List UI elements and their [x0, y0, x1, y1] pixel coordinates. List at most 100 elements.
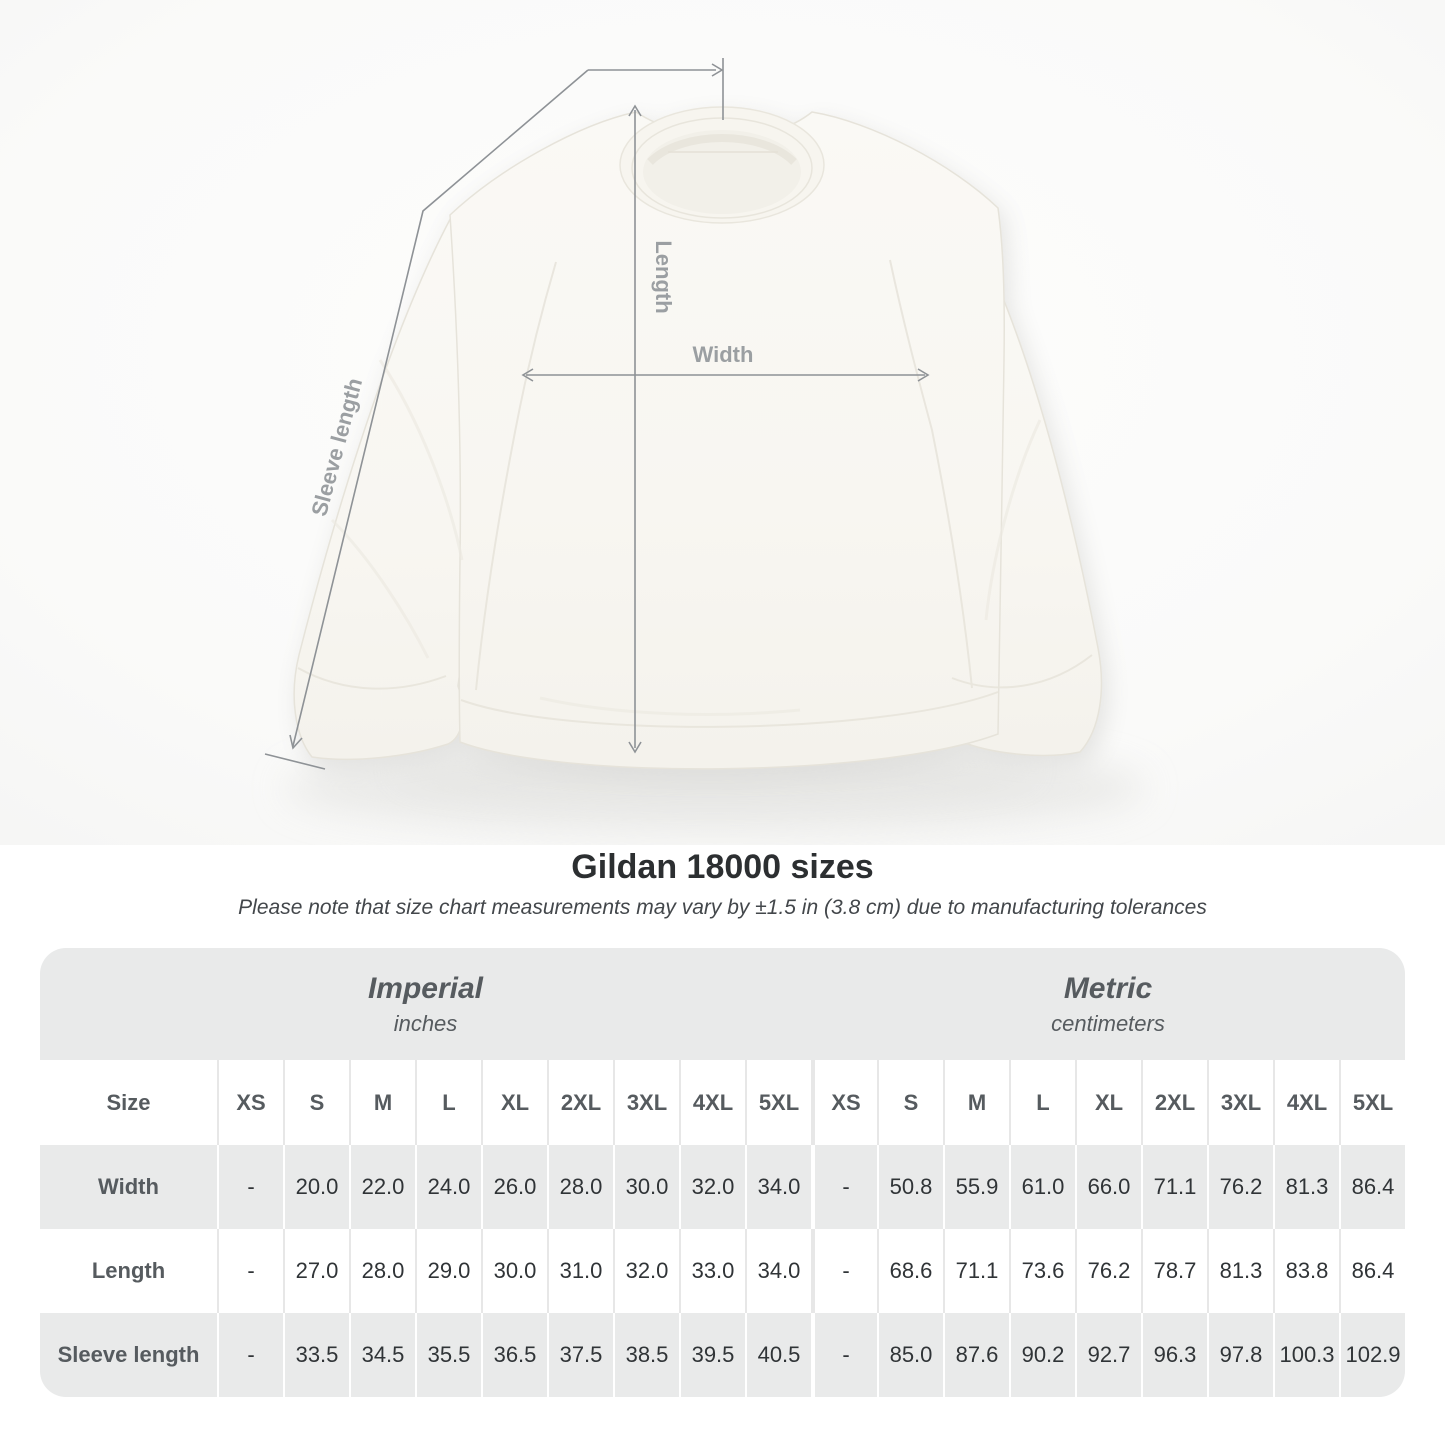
value-cell: -	[811, 1313, 877, 1397]
measurement-lines	[264, 58, 930, 770]
value-cell: 86.4	[1339, 1145, 1405, 1229]
value-cell: 55.9	[943, 1145, 1009, 1229]
size-col-header: 3XL	[1207, 1060, 1273, 1145]
value-cell: 73.6	[1009, 1229, 1075, 1313]
value-cell: 71.1	[1141, 1145, 1207, 1229]
metric-band: Metric centimeters	[811, 948, 1405, 1060]
value-cell: 68.6	[877, 1229, 943, 1313]
body-panel	[449, 111, 1005, 770]
value-cell: 50.8	[877, 1145, 943, 1229]
size-col-header: 4XL	[679, 1060, 745, 1145]
size-col-header: 2XL	[1141, 1060, 1207, 1145]
tolerance-note: Please note that size chart measurements…	[238, 896, 1207, 919]
size-col-header: S	[877, 1060, 943, 1145]
size-header-cell: Size	[40, 1060, 217, 1145]
value-cell: 35.5	[415, 1313, 481, 1397]
arrowhead-down	[628, 741, 642, 754]
value-cell: 20.0	[283, 1145, 349, 1229]
fabric-folds	[330, 359, 1042, 716]
metric-label: Metric	[1063, 971, 1153, 1005]
value-cell: 76.2	[1075, 1229, 1141, 1313]
value-cell: 40.5	[745, 1313, 811, 1397]
value-cell: 92.7	[1075, 1313, 1141, 1397]
value-cell: 100.3	[1273, 1313, 1339, 1397]
value-cell: 31.0	[547, 1229, 613, 1313]
size-table-wrap: Imperial inches Metric centimeters Size …	[40, 948, 1405, 1397]
value-cell: 34.5	[349, 1313, 415, 1397]
value-cell: -	[217, 1145, 283, 1229]
value-cell: 66.0	[1075, 1145, 1141, 1229]
arrowhead-right	[711, 63, 724, 77]
size-col-header: 4XL	[1273, 1060, 1339, 1145]
value-cell: 33.0	[679, 1229, 745, 1313]
length-label: Length	[651, 240, 676, 313]
value-cell: -	[217, 1229, 283, 1313]
value-cell: 34.0	[745, 1229, 811, 1313]
arrowhead-sleeve-end	[289, 734, 303, 750]
size-col-header: XL	[481, 1060, 547, 1145]
size-col-header: 5XL	[1339, 1060, 1405, 1145]
value-cell: 32.0	[613, 1229, 679, 1313]
size-col-header: XL	[1075, 1060, 1141, 1145]
sweatshirt	[293, 106, 1103, 770]
value-cell: 90.2	[1009, 1313, 1075, 1397]
value-cell: 86.4	[1339, 1229, 1405, 1313]
value-cell: 71.1	[943, 1229, 1009, 1313]
arrowhead-left	[521, 368, 534, 382]
size-col-header: M	[349, 1060, 415, 1145]
value-cell: 83.8	[1273, 1229, 1339, 1313]
value-cell: 27.0	[283, 1229, 349, 1313]
row-label: Length	[40, 1229, 217, 1313]
collar	[619, 106, 825, 224]
value-cell: 97.8	[1207, 1313, 1273, 1397]
size-col-header: L	[415, 1060, 481, 1145]
value-cell: 76.2	[1207, 1145, 1273, 1229]
value-cell: -	[217, 1313, 283, 1397]
value-cell: 26.0	[481, 1145, 547, 1229]
value-cell: -	[811, 1145, 877, 1229]
sweatshirt-illustration: Length Width Sleeve length	[0, 0, 1445, 845]
value-cell: 61.0	[1009, 1145, 1075, 1229]
value-cell: 102.9	[1339, 1313, 1405, 1397]
value-cell: 30.0	[481, 1229, 547, 1313]
sleeve-length-line	[292, 69, 589, 747]
value-cell: 32.0	[679, 1145, 745, 1229]
value-cell: 85.0	[877, 1313, 943, 1397]
arrowhead-right2	[917, 368, 930, 382]
value-cell: 28.0	[349, 1229, 415, 1313]
size-col-header: 2XL	[547, 1060, 613, 1145]
sleeve-end-tick	[264, 753, 326, 770]
row-label: Sleeve length	[40, 1313, 217, 1397]
metric-unit: centimeters	[1051, 1010, 1165, 1036]
product-photo: Length Width Sleeve length	[0, 0, 1445, 845]
size-col-header: XS	[217, 1060, 283, 1145]
imperial-label: Imperial	[367, 971, 484, 1005]
value-cell: 33.5	[283, 1313, 349, 1397]
value-cell: 22.0	[349, 1145, 415, 1229]
seam-lines	[297, 259, 1093, 728]
value-cell: 81.3	[1273, 1145, 1339, 1229]
value-cell: 34.0	[745, 1145, 811, 1229]
value-cell: 28.0	[547, 1145, 613, 1229]
arrowhead-up	[628, 104, 642, 117]
width-label: Width	[693, 342, 754, 367]
page-title: Gildan 18000 sizes	[571, 848, 874, 886]
value-cell: 39.5	[679, 1313, 745, 1397]
value-cell: 37.5	[547, 1313, 613, 1397]
value-cell: -	[811, 1229, 877, 1313]
size-col-header: S	[283, 1060, 349, 1145]
value-cell: 38.5	[613, 1313, 679, 1397]
size-col-header: L	[1009, 1060, 1075, 1145]
size-col-header: 3XL	[613, 1060, 679, 1145]
value-cell: 29.0	[415, 1229, 481, 1313]
value-cell: 81.3	[1207, 1229, 1273, 1313]
size-col-header: M	[943, 1060, 1009, 1145]
value-cell: 87.6	[943, 1313, 1009, 1397]
value-cell: 24.0	[415, 1145, 481, 1229]
size-col-header: 5XL	[745, 1060, 811, 1145]
size-table: Imperial inches Metric centimeters Size …	[40, 948, 1405, 1397]
imperial-band: Imperial inches	[40, 948, 811, 1060]
value-cell: 36.5	[481, 1313, 547, 1397]
value-cell: 78.7	[1141, 1229, 1207, 1313]
size-col-header: XS	[811, 1060, 877, 1145]
